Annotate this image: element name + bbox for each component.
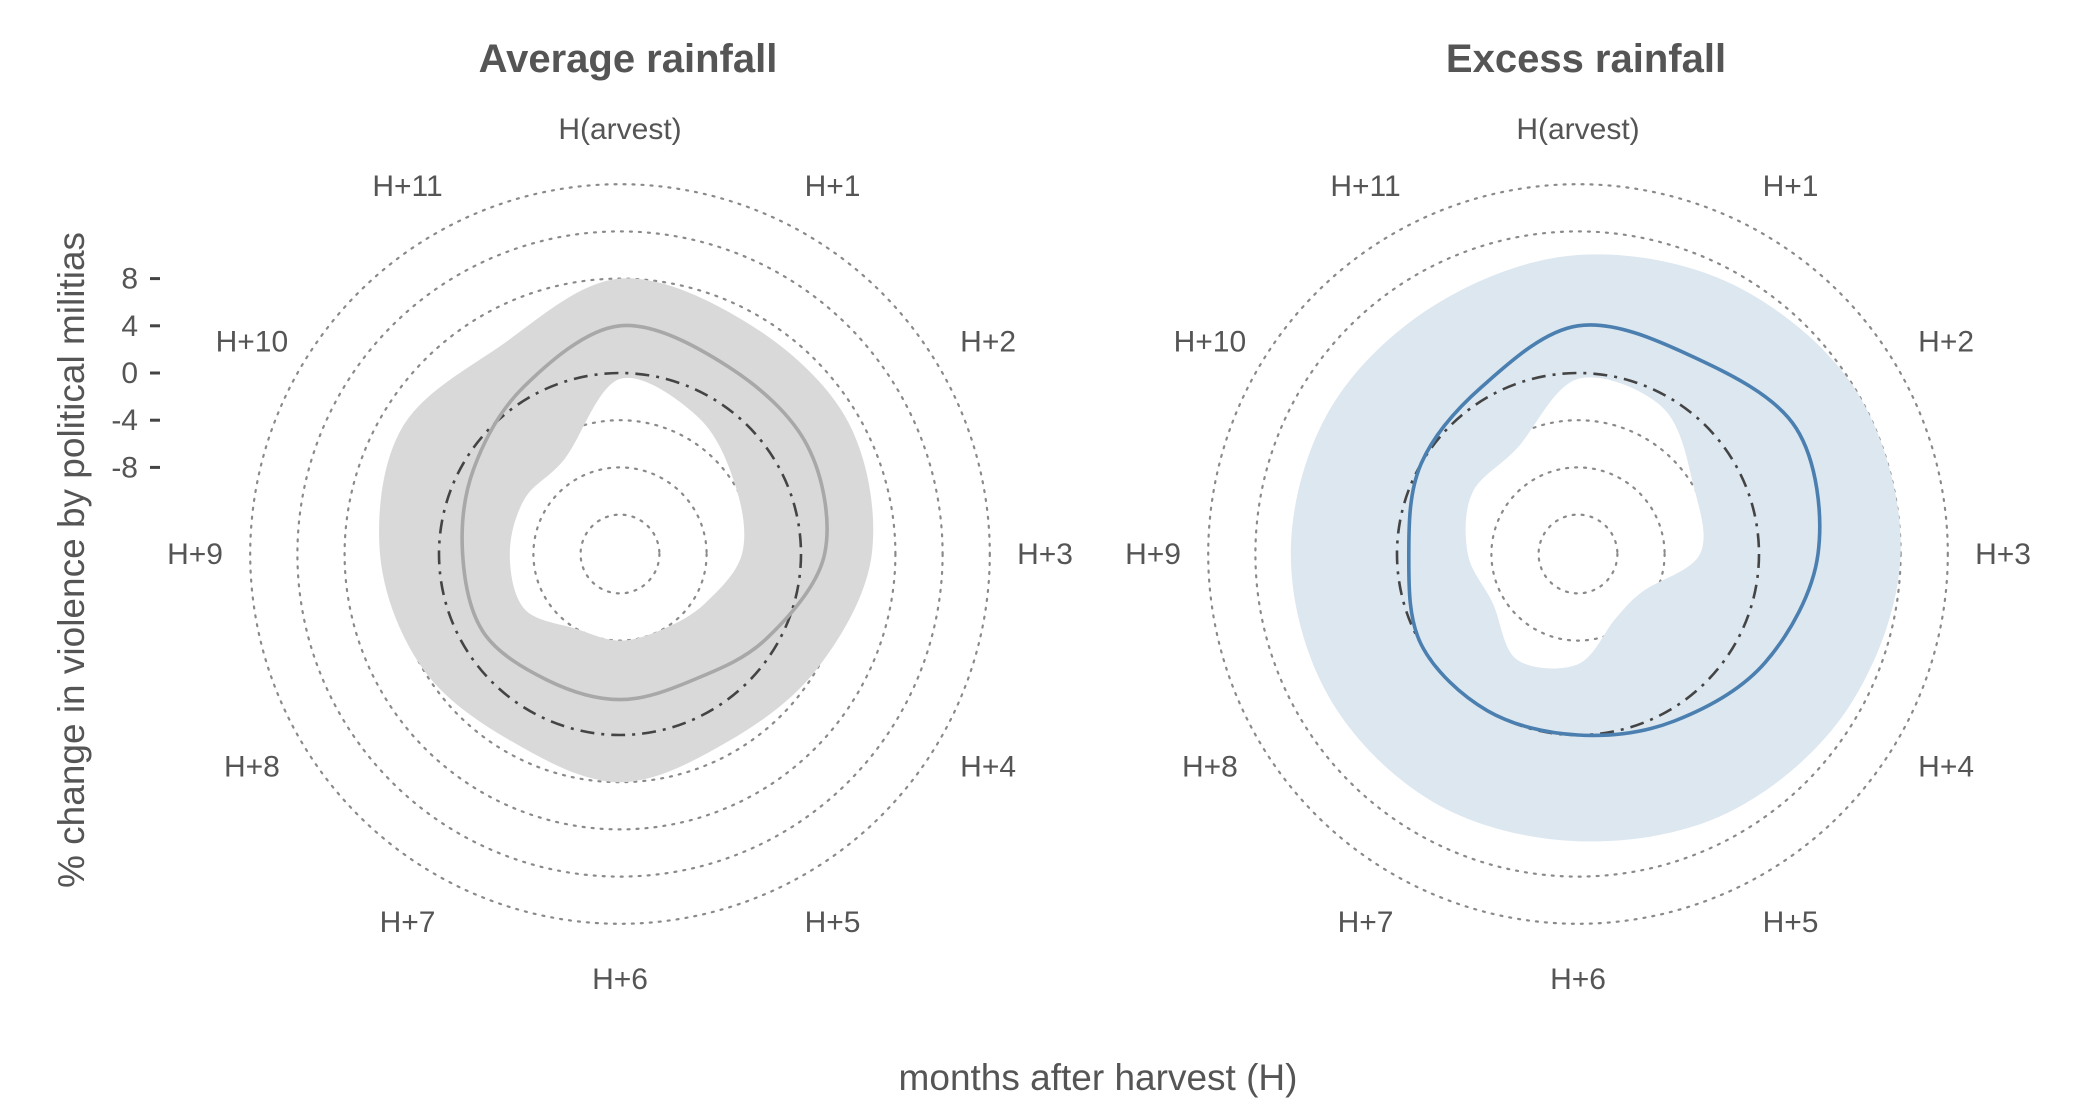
panel-average-rainfall: Average rainfall H(arvest) H+1 H+2 H+3 H+4 H+5… <box>167 37 1073 996</box>
month-label: H+1 <box>805 170 861 203</box>
month-label: H+8 <box>224 751 280 784</box>
grid-ring <box>1537 513 1619 595</box>
grid-ring <box>296 230 944 878</box>
month-label: H(arvest) <box>558 113 681 146</box>
month-labels: H(arvest) H+1 H+2 H+3 H+4 H+5 H+6 H+7 H+8 H+9 H+10… <box>1125 113 2031 996</box>
month-label: H+9 <box>1125 538 1181 571</box>
estimate-line <box>1406 323 1822 738</box>
grid-ring <box>1207 183 1949 925</box>
x-axis-title: months after harvest (H) <box>899 1057 1298 1098</box>
y-tick-label: 4 <box>121 310 138 343</box>
month-label: H+1 <box>1763 170 1819 203</box>
grid-ring <box>532 466 708 642</box>
panel-excess-rainfall: Excess rainfallH(arvest)H+1H+2H+3H+4H+5H… <box>1125 37 2031 996</box>
grid-ring <box>1254 230 1902 878</box>
y-axis-ticks: 8 4 0 -4 -8 <box>111 263 160 484</box>
month-labels: H(arvest) H+1 H+2 H+3 H+4 H+5 H+6 H+7 H+8 H+9 H+10… <box>167 113 1073 996</box>
month-label: H+6 <box>1550 963 1606 996</box>
month-label: H+7 <box>1338 906 1394 939</box>
y-axis-title: % change in violence by political militi… <box>51 232 92 888</box>
month-label: H+11 <box>1330 170 1400 203</box>
grid-ring <box>579 513 661 595</box>
y-tick-label: -4 <box>111 404 138 437</box>
estimate-line <box>460 323 829 702</box>
month-label: H+5 <box>805 906 861 939</box>
y-tick-label: -8 <box>111 451 138 484</box>
month-label: H+6 <box>592 963 648 996</box>
zero-reference-ring <box>437 371 803 737</box>
month-label: H+4 <box>960 751 1016 784</box>
confidence-band <box>379 278 874 783</box>
month-label: H+9 <box>167 538 223 571</box>
month-label: H+2 <box>960 326 1016 359</box>
month-label: H+8 <box>1182 751 1238 784</box>
month-label: H+5 <box>1763 906 1819 939</box>
grid-ring <box>1490 466 1666 642</box>
y-tick-label: 0 <box>121 357 138 390</box>
month-label: H+2 <box>1918 326 1974 359</box>
confidence-band <box>1290 254 1901 842</box>
panel-title: Excess rainfall <box>1446 37 1726 81</box>
month-label: H+11 <box>372 170 442 203</box>
y-tick-label: 8 <box>121 263 138 296</box>
month-label: H+10 <box>216 326 289 359</box>
month-label: H+4 <box>1918 751 1974 784</box>
grid-ring <box>249 183 991 925</box>
month-label: H+3 <box>1975 538 2031 571</box>
month-label: H+7 <box>380 906 436 939</box>
panel-title: Average rainfall <box>479 37 778 81</box>
month-label: H(arvest) <box>1516 113 1639 146</box>
y-axis: % change in violence by political militi… <box>51 232 160 888</box>
month-label: H+10 <box>1174 326 1247 359</box>
month-label: H+3 <box>1017 538 1073 571</box>
